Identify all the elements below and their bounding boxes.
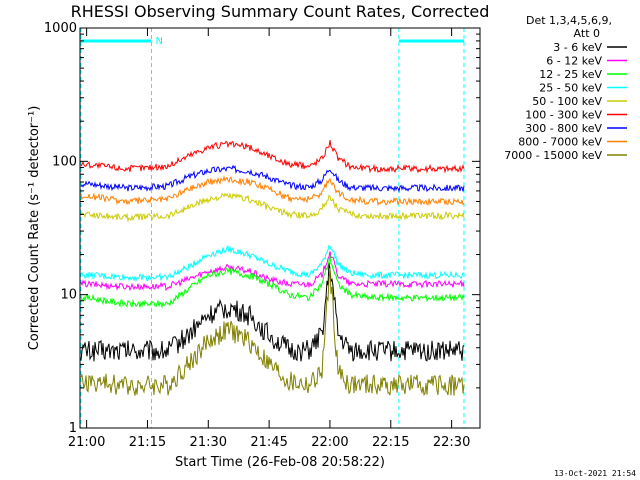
series-line bbox=[80, 251, 465, 292]
legend-entry-label: 12 - 25 keV bbox=[539, 68, 602, 81]
series-line bbox=[80, 140, 465, 174]
legend-entry-label: 3 - 6 keV bbox=[553, 41, 602, 54]
series-line bbox=[80, 164, 465, 193]
y-axis-label: Corrected Count Rate (s⁻¹ detector⁻¹) bbox=[27, 106, 42, 351]
x-tick-label: 22:30 bbox=[433, 435, 470, 450]
legend-entry-label: 300 - 800 keV bbox=[525, 122, 602, 135]
series-line bbox=[80, 244, 465, 283]
series-line bbox=[80, 192, 465, 223]
chart-title: RHESSI Observing Summary Count Rates, Co… bbox=[71, 2, 490, 21]
x-tick-label: 22:15 bbox=[372, 435, 409, 450]
timestamp: 13-Oct-2021 21:54 bbox=[554, 469, 636, 478]
x-tick-label: 21:45 bbox=[250, 435, 287, 450]
x-tick-label: 21:00 bbox=[68, 435, 105, 450]
legend-header-line-1: Det 1,3,4,5,6,9, bbox=[526, 14, 612, 27]
y-tick-label: 100 bbox=[52, 154, 77, 169]
flag-label: N bbox=[156, 36, 163, 47]
x-tick-label: 22:00 bbox=[311, 435, 348, 450]
legend-header-line-2: Att 0 bbox=[574, 27, 600, 40]
series-line bbox=[80, 268, 465, 396]
x-tick-label: 21:30 bbox=[190, 435, 227, 450]
plot-area: N bbox=[80, 28, 465, 428]
y-axis: 1 10 100 1000 bbox=[44, 21, 480, 436]
legend-entry-label: 25 - 50 keV bbox=[539, 82, 602, 95]
legend-entry-label: 6 - 12 keV bbox=[546, 55, 602, 68]
x-tick-label: 21:15 bbox=[129, 435, 166, 450]
legend-entry-label: 800 - 7000 keV bbox=[518, 136, 602, 149]
series-line bbox=[80, 175, 465, 207]
legend-entry-label: 50 - 100 keV bbox=[532, 95, 602, 108]
x-axis: 21:00 21:15 21:30 21:45 22:00 22:15 22:30 bbox=[68, 28, 470, 450]
legend-entry-label: 100 - 300 keV bbox=[525, 109, 602, 122]
series-line bbox=[80, 255, 465, 309]
plot-frame bbox=[79, 27, 481, 429]
legend-entry-label: 7000 - 15000 keV bbox=[504, 149, 602, 162]
x-axis-label: Start Time (26-Feb-08 20:58:22) bbox=[175, 455, 385, 470]
series-line bbox=[80, 262, 465, 362]
y-tick-label: 1 bbox=[69, 421, 77, 436]
y-tick-label: 10 bbox=[60, 288, 77, 303]
y-tick-label: 1000 bbox=[44, 21, 77, 36]
